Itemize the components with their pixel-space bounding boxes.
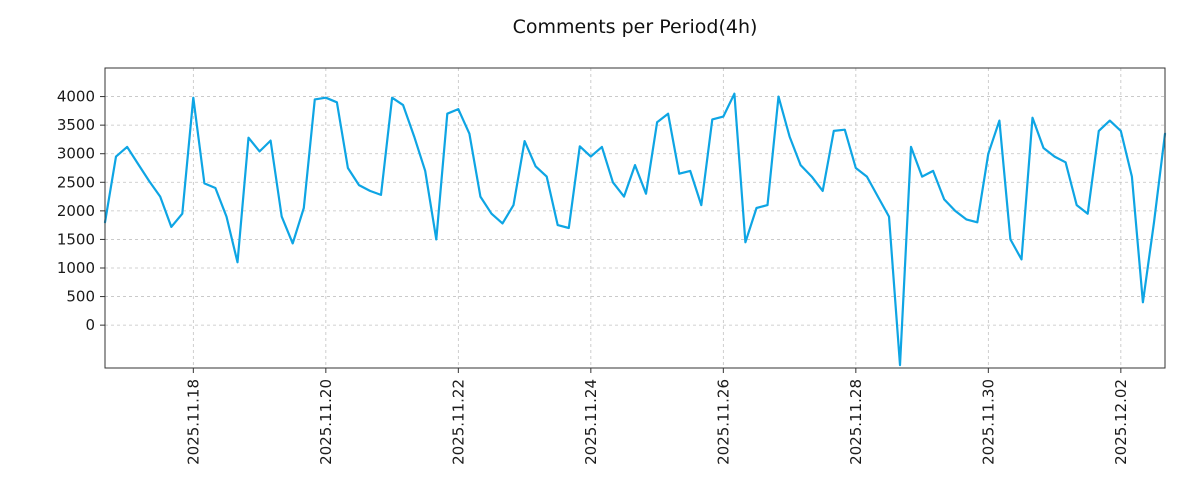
x-tick-label: 2025.11.30 (979, 379, 997, 465)
x-tick-label: 2025.11.20 (317, 379, 335, 465)
series-line (103, 92, 1167, 367)
y-tick-label: 1500 (57, 230, 95, 248)
y-tick-label: 2500 (57, 173, 95, 191)
x-tick-label: 2025.12.02 (1112, 379, 1130, 465)
y-tick-label: 0 (85, 316, 95, 334)
x-tick-label: 2025.11.28 (847, 379, 865, 465)
y-tick-label: 3000 (57, 145, 95, 163)
x-tick-label: 2025.11.24 (582, 379, 600, 465)
y-tick-label: 3500 (57, 116, 95, 134)
y-tick-label: 1000 (57, 259, 95, 277)
chart-title: Comments per Period(4h) (512, 16, 758, 38)
x-tick-label: 2025.11.22 (449, 379, 467, 465)
y-tick-label: 500 (66, 288, 95, 306)
axes-frame (104, 67, 1166, 369)
y-tick-label: 2000 (57, 202, 95, 220)
x-tick-label: 2025.11.26 (714, 379, 732, 465)
y-tick-label: 4000 (57, 88, 95, 106)
x-tick-label: 2025.11.18 (184, 379, 202, 465)
